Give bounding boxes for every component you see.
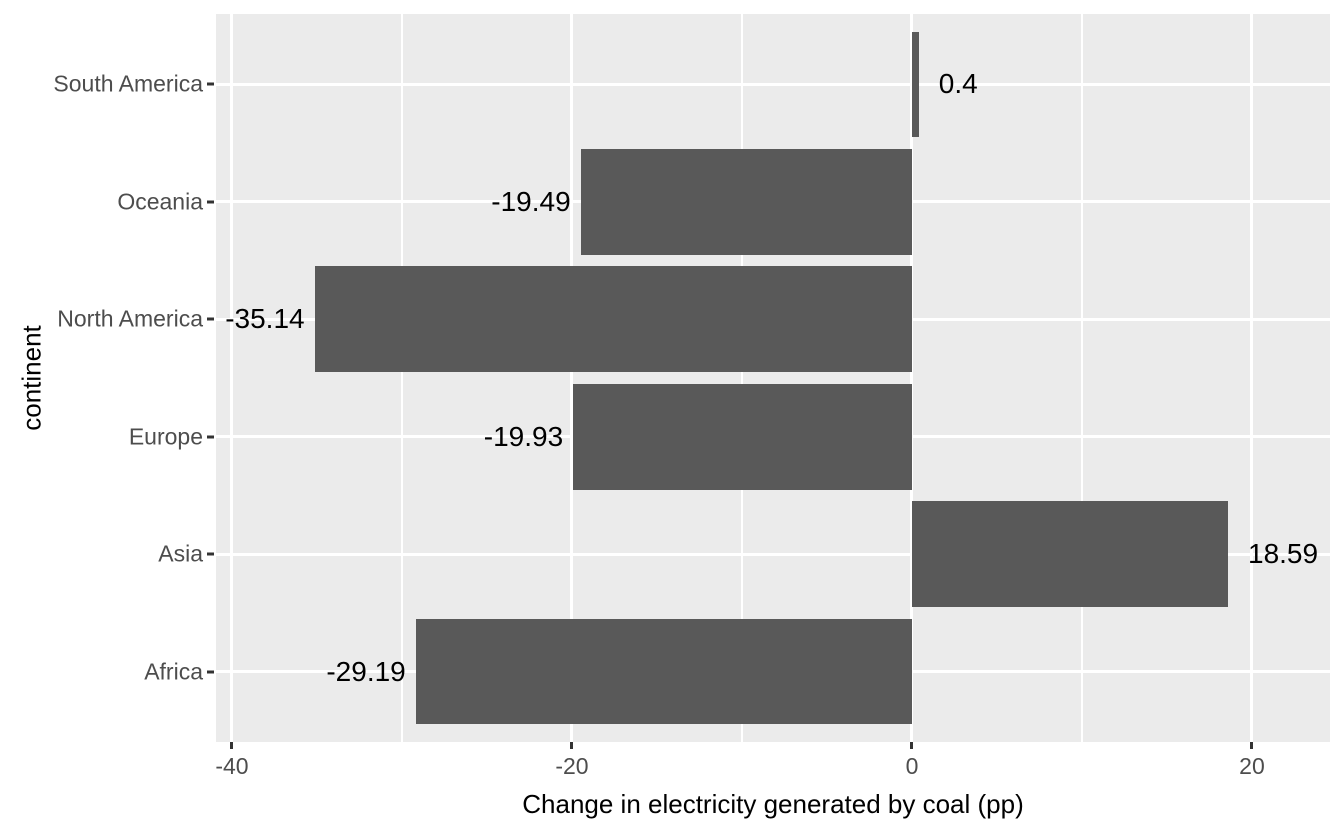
y-tick-label: Africa (144, 658, 203, 685)
y-axis-title: continent (16, 325, 47, 431)
x-gridline-major (1250, 14, 1254, 742)
y-tick-label: Asia (158, 540, 203, 567)
bar-value-label: -19.93 (483, 420, 564, 452)
bar-value-label: 0.4 (938, 68, 978, 100)
bar-value-label: -35.14 (225, 303, 305, 335)
bar (415, 618, 912, 725)
y-tick-label: South America (53, 70, 203, 97)
x-tick-mark (230, 742, 234, 749)
y-tick-label: Europe (128, 423, 203, 450)
y-tick-mark (207, 200, 214, 204)
y-tick-mark (207, 435, 214, 439)
x-tick-label: 0 (905, 753, 919, 779)
y-tick-mark (207, 670, 214, 674)
y-tick-label: Oceania (117, 188, 203, 215)
x-tick-label: -40 (215, 753, 249, 779)
y-gridline-major (216, 552, 1330, 556)
plot-panel: 0.4 -19.49 -35.14 -19.93 18.59 -29.19 (216, 14, 1330, 742)
bar-value-label: 18.59 (1248, 538, 1319, 570)
x-axis-title: Change in electricity generated by coal … (522, 789, 1024, 819)
x-gridline-major (230, 14, 234, 742)
bar (314, 266, 912, 373)
x-tick-mark (1250, 742, 1254, 749)
x-gridline-minor (1080, 14, 1083, 742)
x-tick-label: -20 (555, 753, 589, 779)
x-gridline-minor (740, 14, 743, 742)
bar (911, 31, 919, 138)
y-tick-mark (207, 82, 214, 86)
x-tick-label: 20 (1239, 753, 1265, 779)
y-tick-mark (207, 317, 214, 321)
x-tick-mark (910, 742, 914, 749)
bar-value-label: -19.49 (491, 185, 571, 217)
y-gridline-major (216, 82, 1330, 86)
bar-value-label: -29.19 (326, 655, 406, 687)
bar (911, 501, 1228, 607)
y-tick-mark (207, 552, 214, 556)
bar (580, 149, 912, 255)
y-tick-label: North America (57, 305, 203, 332)
x-gridline-major (910, 14, 914, 742)
x-tick-mark (570, 742, 574, 749)
bar (573, 383, 912, 490)
x-gridline-major (570, 14, 574, 742)
x-gridline-minor (400, 14, 403, 742)
